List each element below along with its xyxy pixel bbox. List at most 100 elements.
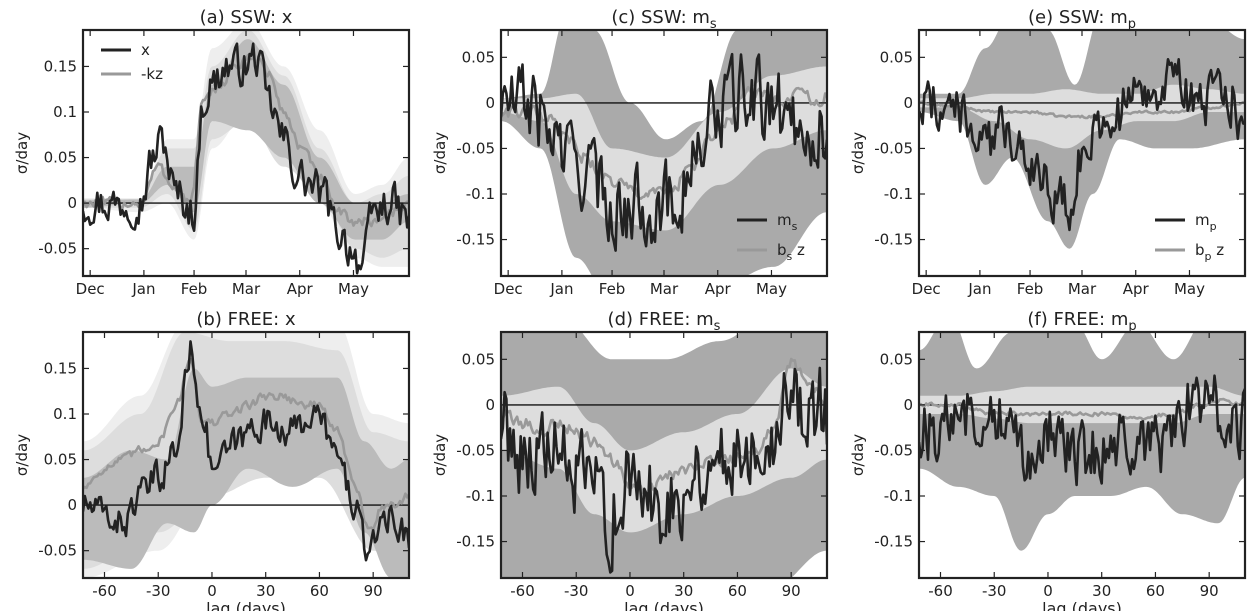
y-tick-label: -0.05 [874, 441, 913, 459]
series-line-secondary [919, 100, 1245, 120]
x-tick-label: May [756, 280, 787, 298]
y-tick-label: -0.1 [884, 185, 913, 203]
legend-label: -kz [141, 65, 163, 83]
legend-label: bs z [777, 241, 805, 263]
x-axis-label: lag (days) [624, 599, 704, 611]
y-tick-label: 0.05 [44, 149, 77, 167]
x-tick-label: Apr [287, 280, 314, 298]
panel-title: (d) FREE: ms [608, 309, 721, 334]
series-line-primary [83, 340, 409, 562]
legend-label: mp [1195, 211, 1217, 233]
y-tick-label: 0 [485, 94, 495, 112]
panel-c: -0.15 -0.1 -0.05 0 0.05 Dec Jan Feb Mar Apr May (c)… [431, 7, 829, 298]
x-tick-label: Dec [76, 280, 105, 298]
x-tick-label: 60 [310, 582, 329, 600]
plot-frame [499, 330, 829, 580]
y-tick-label: -0.1 [466, 185, 495, 203]
x-tick-label: -30 [982, 582, 1007, 600]
x-tick-label: 60 [728, 582, 747, 600]
y-tick-label: -0.15 [456, 533, 495, 551]
y-tick-label: -0.05 [456, 139, 495, 157]
plot-area [919, 30, 1245, 249]
y-axis-label: σ/day [431, 132, 449, 174]
y-tick-label: 0 [67, 194, 77, 212]
y-tick-label: -0.05 [38, 542, 77, 560]
y-axis-label: σ/day [431, 434, 449, 476]
plot-frame [917, 330, 1247, 580]
y-tick-label: 0 [903, 396, 913, 414]
plot-area [919, 332, 1245, 551]
y-tick-label: 0.1 [53, 103, 77, 121]
x-tick-label: Feb [181, 280, 208, 298]
x-tick-label: Dec [494, 280, 523, 298]
x-tick-label: 30 [1092, 582, 1111, 600]
y-tick-label: -0.1 [466, 487, 495, 505]
x-tick-label: 90 [1200, 582, 1219, 600]
panel-b: -0.05 0 0.05 0.1 0.15 -60 -30 0 30 60 90 (b) FREE: … [13, 309, 411, 611]
x-tick-label: May [338, 280, 369, 298]
x-tick-label: -60 [928, 582, 953, 600]
y-tick-label: 0.05 [462, 48, 495, 66]
panel-title: (c) SSW: ms [611, 7, 717, 32]
y-tick-label: 0 [67, 496, 77, 514]
y-tick-label: 0.15 [44, 359, 77, 377]
legend-label: bp z [1195, 241, 1224, 263]
x-tick-label: 90 [782, 582, 801, 600]
panel-e: -0.15 -0.1 -0.05 0 0.05 Dec Jan Feb Mar Apr May (e)… [849, 7, 1247, 298]
x-axis-label: lag (days) [1042, 599, 1122, 611]
plot-frame [81, 330, 411, 580]
x-tick-label: 0 [625, 582, 635, 600]
y-tick-label: -0.15 [874, 533, 913, 551]
panel-title: (e) SSW: mp [1028, 7, 1136, 32]
x-tick-label: Feb [599, 280, 626, 298]
x-tick-label: Mar [232, 280, 261, 298]
series-line-primary [83, 42, 409, 275]
x-tick-label: -30 [564, 582, 589, 600]
panel-d: -0.15 -0.1 -0.05 0 0.05 -60 -30 0 30 60 90 (d) FREE… [431, 309, 829, 611]
panel-title-subscript: p [1128, 319, 1136, 334]
x-tick-label: Jan [131, 280, 155, 298]
y-tick-label: -0.15 [456, 231, 495, 249]
y-axis-label: σ/day [13, 434, 31, 476]
x-tick-label: Mar [1068, 280, 1097, 298]
y-axis-label: σ/day [849, 434, 867, 476]
panel-f: -0.15 -0.1 -0.05 0 0.05 -60 -30 0 30 60 90 (f) FREE… [849, 309, 1247, 611]
y-tick-label: -0.1 [884, 487, 913, 505]
x-tick-label: 60 [1146, 582, 1165, 600]
x-tick-label: Jan [549, 280, 573, 298]
panel-title: (a) SSW: x [200, 7, 293, 28]
x-tick-label: May [1174, 280, 1205, 298]
panel-title: (b) FREE: x [196, 309, 296, 330]
x-tick-label: 0 [207, 582, 217, 600]
series-line-secondary [83, 53, 409, 228]
series-line-secondary [83, 357, 409, 532]
y-tick-label: 0 [485, 396, 495, 414]
x-tick-label: 30 [674, 582, 693, 600]
x-tick-label: Apr [705, 280, 732, 298]
y-axis-label: σ/day [13, 132, 31, 174]
series-line-primary [919, 57, 1245, 232]
panel-title-subscript: s [714, 319, 721, 334]
panel-title: (f) FREE: mp [1027, 309, 1136, 334]
x-tick-label: 90 [364, 582, 383, 600]
x-axis-label: lag (days) [206, 599, 286, 611]
confidence-band-2 [501, 368, 827, 533]
y-tick-label: 0.05 [462, 350, 495, 368]
y-tick-label: 0.05 [880, 350, 913, 368]
x-tick-label: -60 [510, 582, 535, 600]
x-tick-label: -30 [146, 582, 171, 600]
y-tick-label: 0 [903, 94, 913, 112]
x-tick-label: Jan [967, 280, 991, 298]
series-line-primary [919, 374, 1245, 487]
plot-area [501, 332, 827, 578]
y-tick-label: 0.05 [880, 48, 913, 66]
confidence-band-1 [919, 332, 1245, 551]
x-tick-label: -60 [92, 582, 117, 600]
panel-title-subscript: s [710, 17, 717, 32]
x-tick-label: Apr [1123, 280, 1150, 298]
panel-title-subscript: p [1128, 17, 1136, 32]
legend: x -kz [101, 41, 163, 83]
legend: mp bp z [1155, 211, 1224, 263]
x-tick-label: 0 [1043, 582, 1053, 600]
